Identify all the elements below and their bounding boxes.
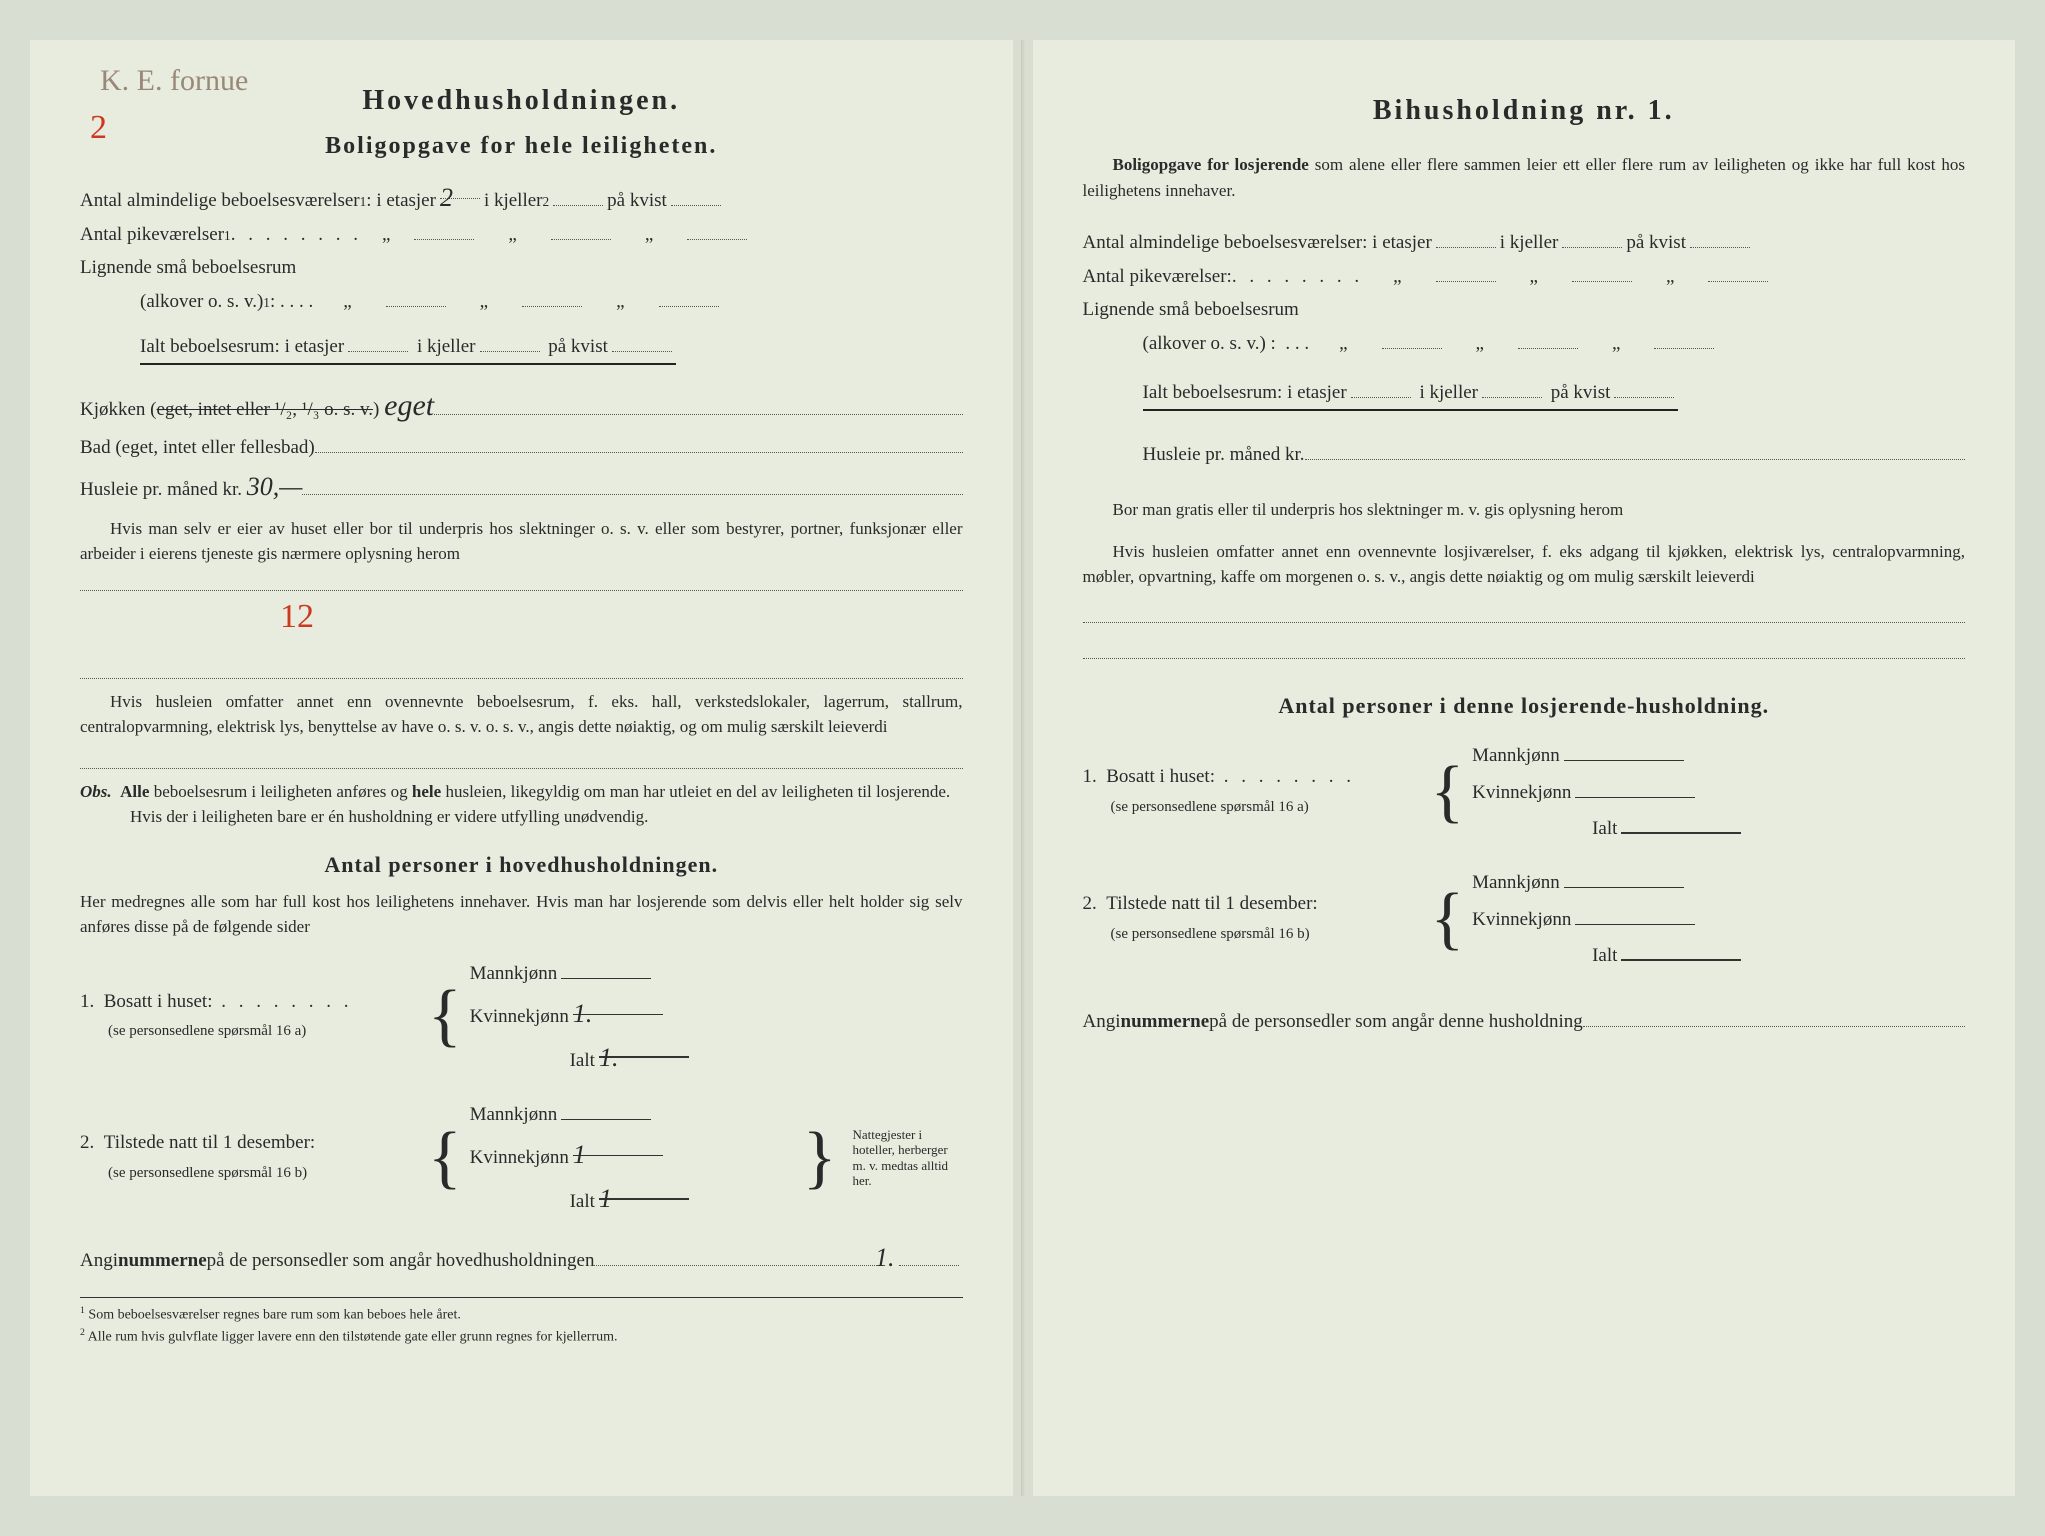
r-tilstede-row: 2. Tilstede natt til 1 desember: (se per… (1083, 861, 1966, 976)
handwriting-num-2: 2 (90, 102, 107, 153)
hw-eget: eget (384, 383, 434, 428)
right-page: Bihusholdning nr. 1. Boligopgave for los… (1033, 40, 2016, 1496)
kjokken-row: Kjøkken (eget, intet eller ¹/₂, ¹/₃ o. s… (80, 383, 963, 428)
note1: Hvis man selv er eier av huset eller bor… (80, 516, 963, 679)
bottom-numbers-row: Angi nummerne på de personsedler som ang… (80, 1238, 963, 1277)
section2-title: Antal personer i hovedhusholdningen. (80, 848, 963, 881)
husleie-row: Husleie pr. måned kr. 30,— (80, 467, 963, 506)
bosatt-row: 1. Bosatt i huset: (se personsedlene spø… (80, 952, 963, 1081)
hw-husleie: 30,— (247, 467, 303, 506)
tilstede-row: 2. Tilstede natt til 1 desember: (se per… (80, 1093, 963, 1222)
intro-right: Boligopgave for losjerende som alene ell… (1083, 152, 1966, 203)
bad-row: Bad (eget, intet eller fellesbad) (80, 432, 963, 462)
r-room-row-3: Lignende små beboelsesrum (alkover o. s.… (1083, 296, 1966, 359)
obs-block: Obs. Alle beboelsesrum i leiligheten anf… (80, 779, 963, 830)
hw-etasjer: 2 (440, 183, 453, 212)
r-section2-title: Antal personer i denne losjerende-hushol… (1083, 689, 1966, 722)
r-note1: Bor man gratis eller til underpris hos s… (1083, 491, 1966, 528)
ialt-row: Ialt beboelsesrum: i etasjer i kjeller p… (80, 331, 963, 365)
r-bosatt-row: 1. Bosatt i huset: (se personsedlene spø… (1083, 734, 1966, 849)
r-ialt-row: Ialt beboelsesrum: i etasjer i kjeller p… (1083, 377, 1966, 411)
r-note2: Hvis husleien omfatter annet enn ovennev… (1083, 539, 1966, 659)
main-title-right: Bihusholdning nr. 1. (1083, 90, 1966, 132)
r-bottom-row: Angi nummerne på de personsedler som ang… (1083, 1007, 1966, 1037)
note2: Hvis husleien omfatter annet enn ovennev… (80, 689, 963, 769)
r-husleie-row: Husleie pr. måned kr. (1083, 439, 1966, 469)
hw-12: 12 (280, 598, 314, 635)
room-row-1: Antal almindelige beboelsesværelser1 : i… (80, 178, 963, 216)
page-fold (1021, 40, 1025, 1496)
section2-intro: Her medregnes alle som har full kost hos… (80, 889, 963, 940)
footnotes: 1 Som beboelsesværelser regnes bare rum … (80, 1297, 963, 1347)
room-row-3: Lignende små beboelsesrum (alkover o. s.… (80, 254, 963, 317)
room-row-2: Antal pikeværelser1 „ „ „ (80, 220, 963, 250)
left-page: K. E. fornue 2 Hovedhusholdningen. Bolig… (30, 40, 1013, 1496)
handwriting-top: K. E. fornue (100, 58, 248, 103)
aside-note: Nattegjester i hoteller, herberger m. v.… (853, 1127, 963, 1189)
r-room-row-1: Antal almindelige beboelsesværelser: i e… (1083, 227, 1966, 257)
subtitle-left: Boligopgave for hele leiligheten. (80, 128, 963, 164)
r-room-row-2: Antal pikeværelser: „ „ „ (1083, 261, 1966, 291)
